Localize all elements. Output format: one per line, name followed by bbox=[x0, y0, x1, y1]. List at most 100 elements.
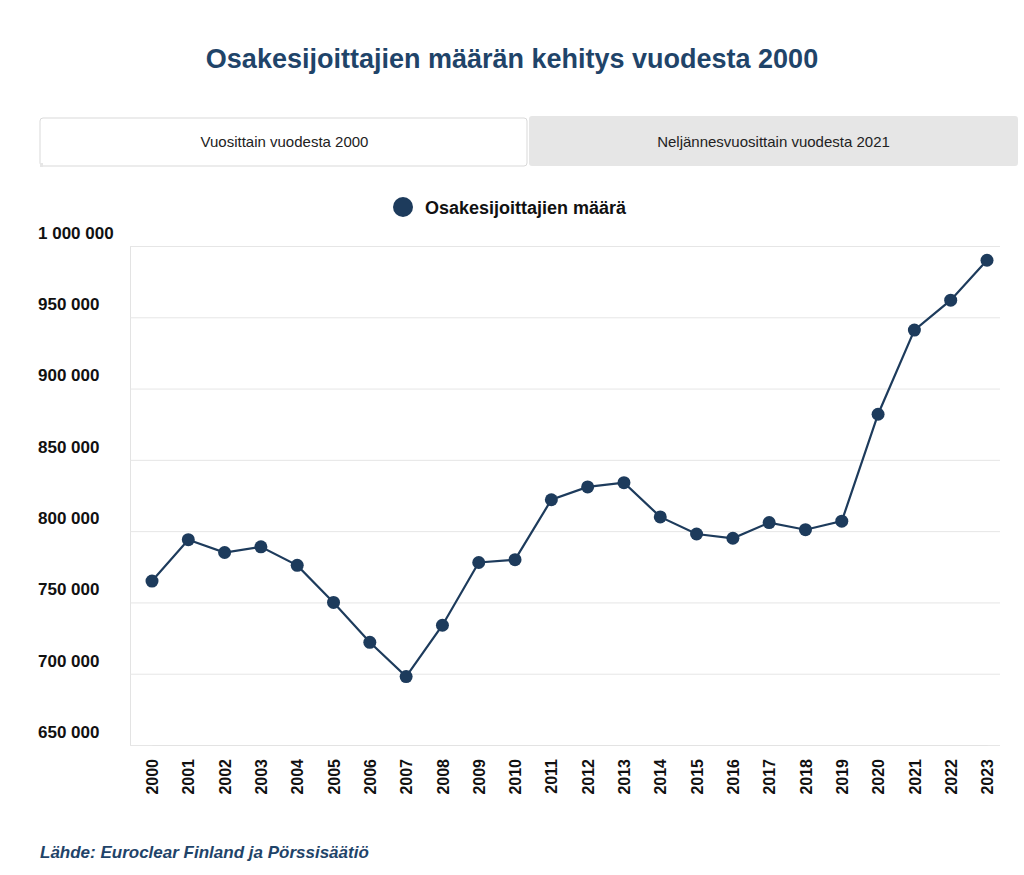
data-point bbox=[835, 515, 848, 528]
x-tick: 2007 bbox=[398, 745, 415, 795]
x-tick-label: 2015 bbox=[689, 759, 706, 795]
x-tick: 2009 bbox=[471, 745, 488, 795]
data-point bbox=[327, 596, 340, 609]
x-tick-label: 2013 bbox=[616, 759, 633, 795]
y-tick: 650 000 bbox=[38, 723, 1000, 746]
y-tick: 800 000 bbox=[38, 509, 1000, 532]
x-tick-label: 2007 bbox=[398, 759, 415, 795]
x-tick-label: 2023 bbox=[979, 759, 996, 795]
data-point bbox=[690, 527, 703, 540]
tab-background bbox=[40, 118, 527, 166]
x-tick: 2013 bbox=[616, 745, 633, 795]
chart: Osakesijoittajien määrän kehitys vuodest… bbox=[0, 0, 1024, 875]
data-point bbox=[944, 294, 957, 307]
data-point bbox=[218, 546, 231, 559]
grid-line bbox=[130, 531, 1000, 532]
y-tick-label: 950 000 bbox=[38, 295, 99, 314]
y-tick: 750 000 bbox=[38, 580, 1000, 603]
y-tick-label: 800 000 bbox=[38, 509, 99, 528]
data-point bbox=[436, 619, 449, 632]
legend-marker bbox=[393, 197, 413, 217]
x-tick-label: 2012 bbox=[580, 759, 597, 795]
x-tick: 2003 bbox=[253, 745, 270, 795]
x-tick-label: 2020 bbox=[870, 759, 887, 795]
grid-line bbox=[130, 246, 1000, 247]
y-tick: 900 000 bbox=[38, 366, 1000, 389]
x-tick-label: 2004 bbox=[289, 759, 306, 795]
x-tick: 2014 bbox=[652, 745, 669, 795]
tab-background bbox=[529, 116, 1018, 166]
x-tick-label: 2018 bbox=[798, 759, 815, 795]
y-tick-label: 850 000 bbox=[38, 438, 99, 457]
tab-label[interactable]: Vuosittain vuodesta 2000 bbox=[201, 133, 369, 150]
y-tick-label: 750 000 bbox=[38, 580, 99, 599]
grid-line bbox=[130, 602, 1000, 603]
x-tick: 2019 bbox=[834, 745, 851, 795]
x-tick: 2017 bbox=[761, 745, 778, 795]
data-point bbox=[182, 533, 195, 546]
grid-line bbox=[130, 745, 1000, 746]
x-tick-label: 2002 bbox=[217, 759, 234, 795]
x-tick-label: 2021 bbox=[906, 759, 923, 795]
data-point bbox=[291, 559, 304, 572]
data-line bbox=[152, 260, 987, 676]
x-tick-label: 2017 bbox=[761, 759, 778, 795]
grid-line bbox=[130, 389, 1000, 390]
x-tick-label: 2006 bbox=[362, 759, 379, 795]
data-point bbox=[726, 532, 739, 545]
x-tick: 2012 bbox=[580, 745, 597, 795]
y-tick: 700 000 bbox=[38, 652, 1000, 675]
x-tick-label: 2022 bbox=[943, 759, 960, 795]
x-tick: 2002 bbox=[217, 745, 234, 795]
tab-label[interactable]: Neljännesvuosittain vuodesta 2021 bbox=[657, 133, 890, 150]
source: Lähde: Euroclear Finland ja Pörssisäätiö bbox=[40, 843, 369, 862]
data-point bbox=[400, 670, 413, 683]
x-tick-label: 2019 bbox=[834, 759, 851, 795]
data-point bbox=[363, 636, 376, 649]
data-point bbox=[654, 510, 667, 523]
x-tick: 2011 bbox=[543, 745, 560, 794]
y-tick: 1 000 000 bbox=[38, 224, 1000, 247]
data-point bbox=[545, 493, 558, 506]
y-tick: 850 000 bbox=[38, 438, 1000, 461]
data-point bbox=[763, 516, 776, 529]
x-tick-label: 2016 bbox=[725, 759, 742, 795]
title: Osakesijoittajien määrän kehitys vuodest… bbox=[206, 44, 818, 74]
x-tick: 2020 bbox=[870, 745, 887, 795]
y-tick-label: 700 000 bbox=[38, 652, 99, 671]
data-point bbox=[799, 523, 812, 536]
x-tick-label: 2011 bbox=[543, 759, 560, 794]
data-point bbox=[908, 324, 921, 337]
x-tick: 2016 bbox=[725, 745, 742, 795]
data-point bbox=[581, 480, 594, 493]
data-point bbox=[254, 540, 267, 553]
y-tick: 950 000 bbox=[38, 295, 1000, 318]
y-tick-label: 1 000 000 bbox=[38, 224, 114, 243]
data-point bbox=[472, 556, 485, 569]
data-point bbox=[617, 476, 630, 489]
x-tick: 2023 bbox=[979, 745, 996, 795]
y-tick-label: 900 000 bbox=[38, 366, 99, 385]
data-point bbox=[872, 408, 885, 421]
x-tick-label: 2009 bbox=[471, 759, 488, 795]
x-tick: 2006 bbox=[362, 745, 379, 795]
x-axis: 2000 2001 2002 2003 2004 2005 2006 2007 2008 2009… bbox=[144, 745, 996, 795]
grid-line bbox=[130, 674, 1000, 675]
x-tick: 2000 bbox=[144, 745, 161, 795]
x-tick-label: 2005 bbox=[326, 759, 343, 795]
x-tick-label: 2014 bbox=[652, 759, 669, 795]
plot-area bbox=[146, 254, 994, 683]
x-tick-label: 2008 bbox=[435, 759, 452, 795]
legend-label: Osakesijoittajien määrä bbox=[425, 198, 627, 218]
x-axis-line bbox=[153, 745, 988, 746]
x-tick: 2022 bbox=[943, 745, 960, 795]
x-tick: 2005 bbox=[326, 745, 343, 795]
x-tick: 2021 bbox=[906, 745, 923, 795]
x-tick-label: 2003 bbox=[253, 759, 270, 795]
x-tick: 2001 bbox=[180, 745, 197, 795]
x-tick-label: 2000 bbox=[144, 759, 161, 795]
x-tick: 2018 bbox=[798, 745, 815, 795]
grid-line bbox=[130, 460, 1000, 461]
y-tick-label: 650 000 bbox=[38, 723, 99, 742]
legend: Osakesijoittajien määrä bbox=[393, 197, 627, 218]
